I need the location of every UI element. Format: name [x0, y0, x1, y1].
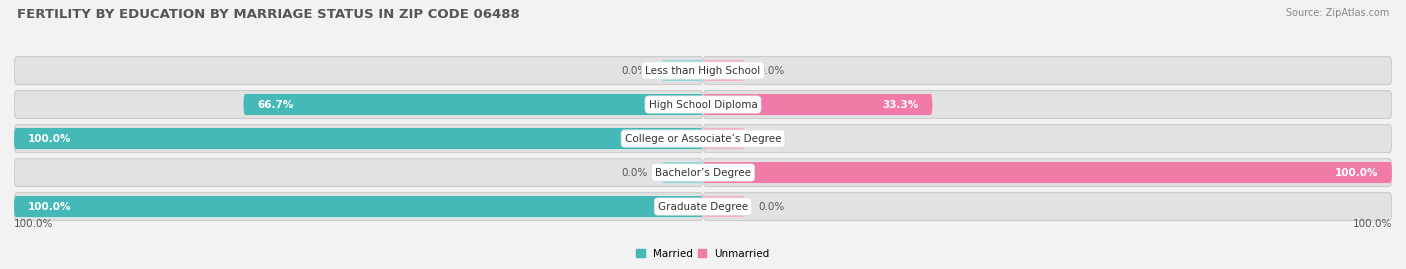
Text: 100.0%: 100.0% [1353, 219, 1392, 229]
Text: High School Diploma: High School Diploma [648, 100, 758, 109]
Legend: Married, Unmarried: Married, Unmarried [633, 245, 773, 263]
Text: FERTILITY BY EDUCATION BY MARRIAGE STATUS IN ZIP CODE 06488: FERTILITY BY EDUCATION BY MARRIAGE STATU… [17, 8, 520, 21]
Text: Bachelor’s Degree: Bachelor’s Degree [655, 168, 751, 178]
FancyBboxPatch shape [14, 196, 703, 217]
FancyBboxPatch shape [14, 159, 703, 186]
FancyBboxPatch shape [703, 196, 744, 217]
FancyBboxPatch shape [14, 193, 703, 221]
Text: 100.0%: 100.0% [14, 219, 53, 229]
FancyBboxPatch shape [703, 91, 1392, 118]
FancyBboxPatch shape [662, 60, 703, 81]
Text: Less than High School: Less than High School [645, 66, 761, 76]
Text: 100.0%: 100.0% [1334, 168, 1378, 178]
Text: College or Associate’s Degree: College or Associate’s Degree [624, 133, 782, 144]
Text: 0.0%: 0.0% [621, 66, 648, 76]
FancyBboxPatch shape [703, 125, 1392, 153]
FancyBboxPatch shape [703, 94, 932, 115]
Text: Source: ZipAtlas.com: Source: ZipAtlas.com [1285, 8, 1389, 18]
Text: 0.0%: 0.0% [758, 133, 785, 144]
Text: 0.0%: 0.0% [758, 201, 785, 211]
FancyBboxPatch shape [703, 162, 1392, 183]
FancyBboxPatch shape [14, 128, 703, 149]
FancyBboxPatch shape [14, 125, 703, 153]
FancyBboxPatch shape [14, 56, 703, 84]
Text: 0.0%: 0.0% [621, 168, 648, 178]
FancyBboxPatch shape [703, 128, 744, 149]
FancyBboxPatch shape [662, 162, 703, 183]
Text: 100.0%: 100.0% [28, 133, 72, 144]
Text: Graduate Degree: Graduate Degree [658, 201, 748, 211]
Text: 33.3%: 33.3% [883, 100, 918, 109]
Text: 100.0%: 100.0% [28, 201, 72, 211]
Text: 66.7%: 66.7% [257, 100, 294, 109]
FancyBboxPatch shape [243, 94, 703, 115]
FancyBboxPatch shape [703, 60, 744, 81]
FancyBboxPatch shape [703, 159, 1392, 186]
FancyBboxPatch shape [703, 193, 1392, 221]
FancyBboxPatch shape [703, 56, 1392, 84]
Text: 0.0%: 0.0% [758, 66, 785, 76]
FancyBboxPatch shape [14, 91, 703, 118]
